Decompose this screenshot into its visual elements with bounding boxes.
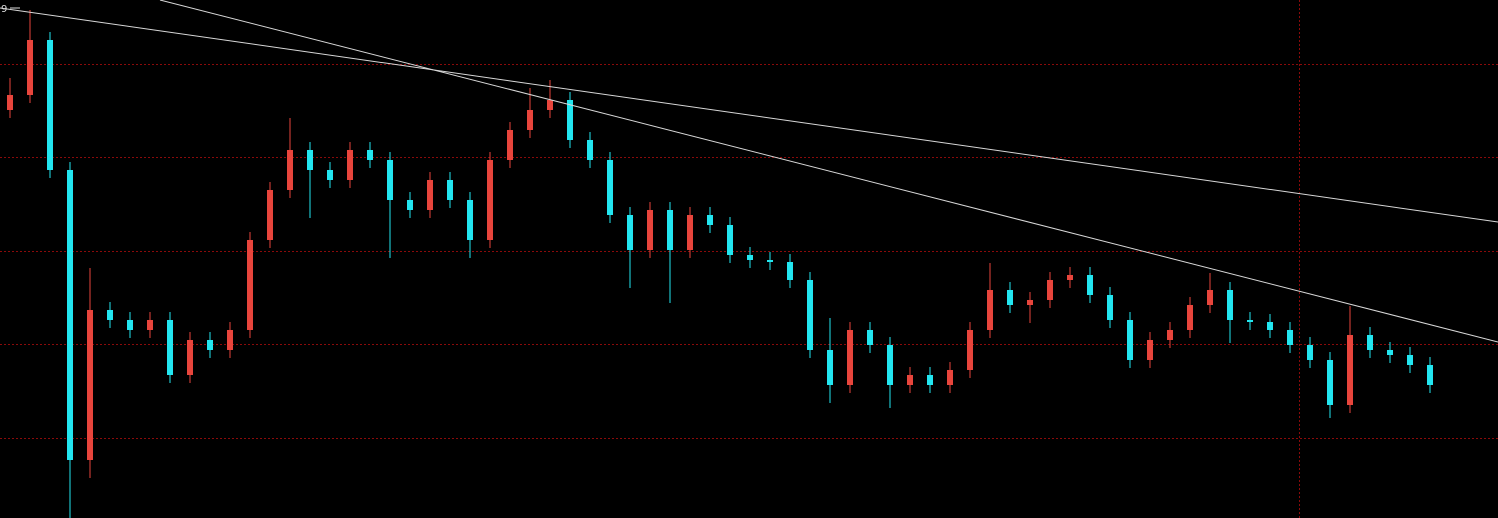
candle-body (227, 330, 233, 350)
candle-body (607, 160, 613, 215)
candle-body (7, 95, 13, 110)
candle-body (1427, 365, 1433, 385)
candle-body (887, 345, 893, 385)
candle-body (287, 150, 293, 190)
candle-body (1167, 330, 1173, 340)
candle-body (447, 180, 453, 200)
candle-body (1127, 320, 1133, 360)
candle-body (1047, 280, 1053, 300)
candle-body (207, 340, 213, 350)
candle-body (467, 200, 473, 240)
candle-body (267, 190, 273, 240)
candle-body (67, 170, 73, 460)
candle-body (147, 320, 153, 330)
candle-body (1207, 290, 1213, 305)
candle-body (1347, 335, 1353, 405)
annotation: 9 (1, 4, 7, 15)
candle-body (1327, 360, 1333, 405)
candle-body (87, 310, 93, 460)
candle-body (327, 170, 333, 180)
candle-body (847, 330, 853, 385)
candle-body (1387, 350, 1393, 355)
trend-line (159, 0, 1498, 343)
candle-body (867, 330, 873, 345)
candles (7, 10, 1433, 518)
candle-body (727, 225, 733, 255)
candle-body (1367, 335, 1373, 350)
candle-body (1027, 300, 1033, 305)
candle-body (947, 370, 953, 385)
candle-body (427, 180, 433, 210)
candle-body (627, 215, 633, 250)
candle-body (1267, 322, 1273, 330)
candle-body (907, 375, 913, 385)
candle-body (987, 290, 993, 330)
candle-body (587, 140, 593, 160)
candle-body (967, 330, 973, 370)
candle-body (787, 262, 793, 280)
candle-body (827, 350, 833, 385)
candle-body (1147, 340, 1153, 360)
candle-body (1087, 275, 1093, 295)
candle-body (647, 210, 653, 250)
candle-body (47, 40, 53, 170)
trend-line (0, 7, 1498, 223)
candle-body (27, 40, 33, 95)
candle-body (807, 280, 813, 350)
candle-body (387, 160, 393, 200)
candle-body (487, 160, 493, 240)
candle-body (747, 255, 753, 260)
candle-body (347, 150, 353, 180)
candle-body (187, 340, 193, 375)
candle-body (767, 260, 773, 262)
candle-body (107, 310, 113, 320)
candle-body (1067, 275, 1073, 280)
candle-body (167, 320, 173, 375)
candle-body (667, 210, 673, 250)
candle-body (927, 375, 933, 385)
candle-body (1247, 320, 1253, 322)
candle-body (1287, 330, 1293, 345)
candle-body (367, 150, 373, 160)
candle-body (1307, 345, 1313, 360)
candle-body (1227, 290, 1233, 320)
candle-body (247, 240, 253, 330)
candle-body (527, 110, 533, 130)
candle-body (407, 200, 413, 210)
candle-body (507, 130, 513, 160)
candle-body (687, 215, 693, 250)
candle-body (1187, 305, 1193, 330)
candle-body (127, 320, 133, 330)
candle-body (307, 150, 313, 170)
candle-body (1407, 355, 1413, 365)
candle-body (707, 215, 713, 225)
candle-body (1107, 295, 1113, 320)
candle-body (547, 100, 553, 110)
candle-body (567, 100, 573, 140)
candle-body (1007, 290, 1013, 305)
